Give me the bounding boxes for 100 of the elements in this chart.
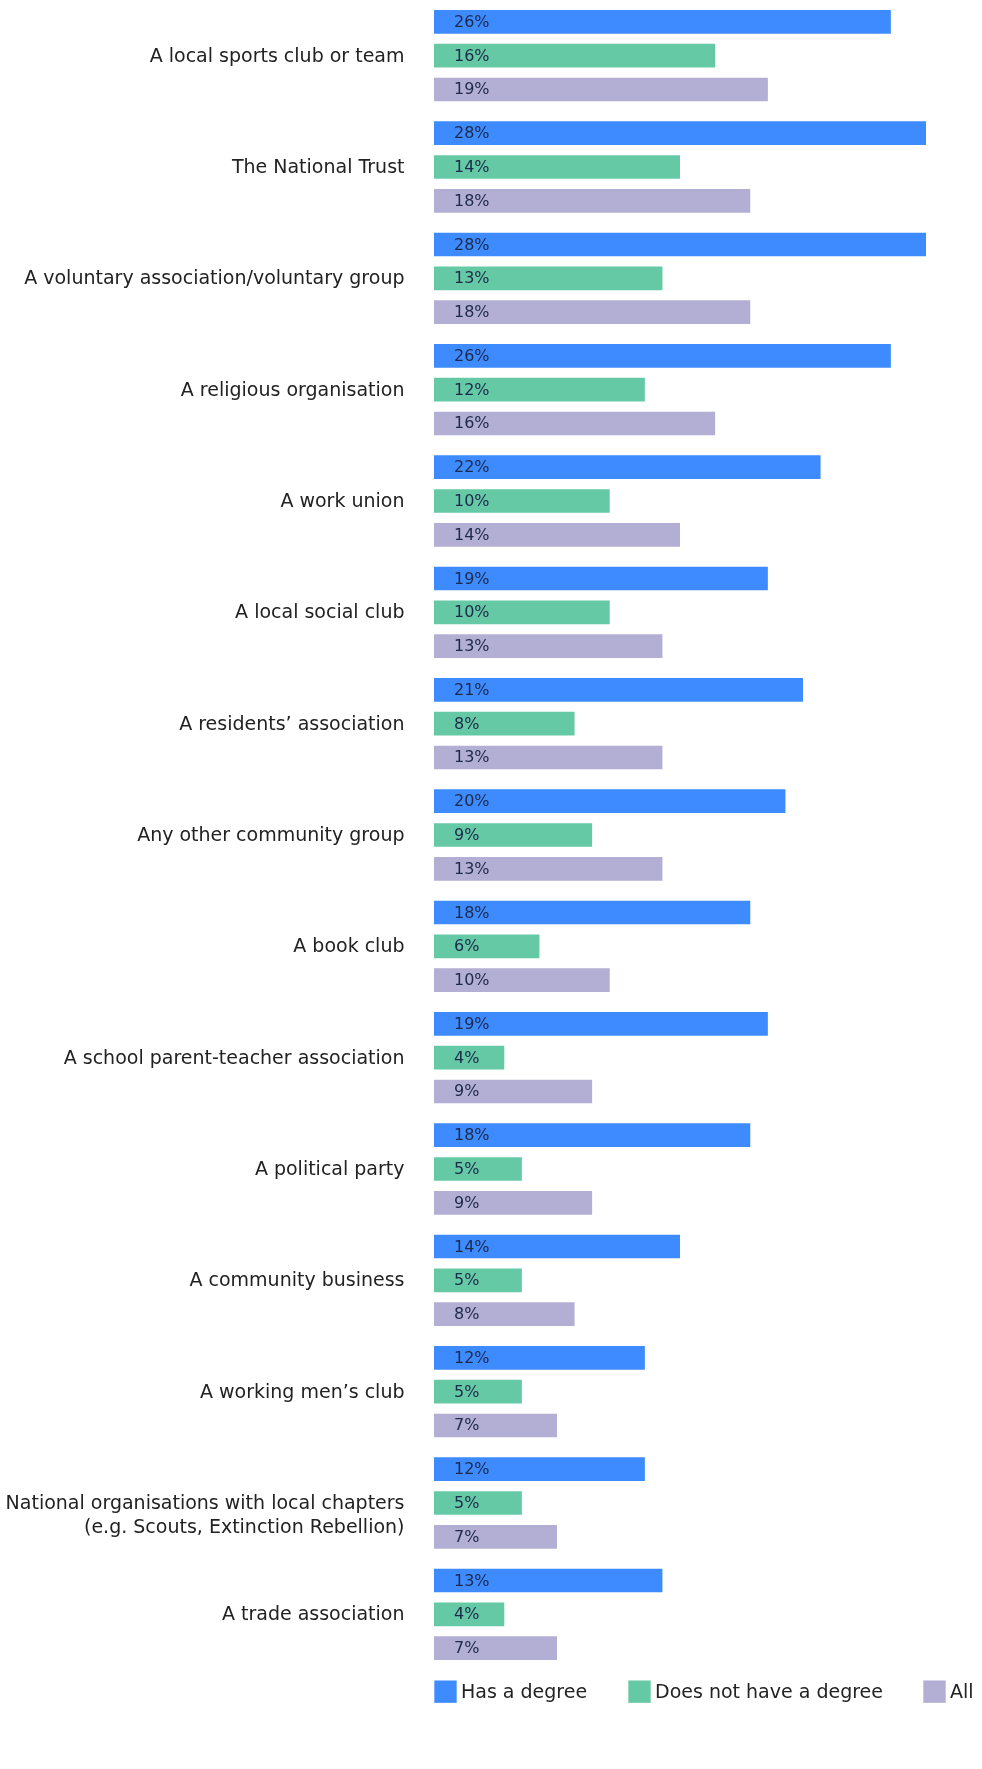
data-label: 12% (454, 379, 490, 399)
data-label: 12% (454, 1347, 490, 1367)
bar (434, 678, 803, 702)
data-label: 14% (454, 524, 490, 544)
bar (434, 1413, 557, 1438)
data-label: 7% (454, 1526, 480, 1546)
bar (434, 934, 540, 959)
bar (434, 344, 891, 368)
bar (434, 968, 610, 992)
y-tick-label: A political party (254, 1157, 405, 1180)
y-tick-label: A school parent-teacher association (63, 1045, 405, 1068)
data-label: 10% (454, 970, 490, 990)
y-tick-label: A working men’s club (200, 1379, 405, 1402)
y-tick-label: A local sports club or team (149, 43, 405, 66)
data-label: 14% (454, 1236, 490, 1256)
data-label: 16% (454, 45, 490, 65)
data-label: 26% (454, 11, 490, 31)
data-label: 9% (454, 1081, 480, 1101)
bar (434, 634, 663, 658)
bar (434, 1268, 522, 1293)
data-label: 13% (454, 636, 490, 656)
bar (434, 1568, 663, 1593)
data-label: 18% (454, 1125, 490, 1145)
bar (434, 121, 926, 146)
bar (434, 1457, 645, 1482)
bar (434, 1524, 557, 1549)
data-label: 5% (454, 1270, 480, 1290)
data-label: 13% (454, 747, 490, 767)
y-tick-label: National organisations with local chapters (e.g. Scouts, Extinction Rebellion) (5, 1491, 405, 1538)
data-label: 28% (454, 123, 490, 143)
data-label: 5% (454, 1493, 480, 1513)
data-label: 5% (454, 1159, 480, 1179)
data-label: 8% (454, 713, 480, 733)
bar (434, 1190, 593, 1215)
bar (434, 266, 663, 291)
bar (434, 711, 575, 736)
y-tick-label: A religious organisation (180, 377, 405, 400)
bar (434, 1234, 680, 1259)
y-tick-label: A community business (189, 1268, 405, 1291)
data-label: 6% (454, 936, 480, 956)
bar (434, 1346, 645, 1370)
y-tick-label: A trade association (221, 1602, 405, 1625)
bar (434, 77, 768, 102)
bar (434, 10, 891, 34)
bar (434, 823, 593, 847)
bar (434, 232, 926, 257)
data-label: 12% (454, 1459, 490, 1479)
data-label: 13% (454, 1570, 490, 1590)
bar (434, 900, 751, 925)
data-label: 5% (454, 1381, 480, 1401)
bar (434, 43, 716, 68)
data-label: 19% (454, 1013, 490, 1033)
data-label: 10% (454, 490, 490, 510)
data-label: 7% (454, 1415, 480, 1435)
bar (434, 789, 786, 814)
y-tick-label: A book club (293, 934, 405, 957)
bar (434, 188, 751, 213)
bar (434, 1079, 593, 1104)
legend-label: Has a degree (461, 1679, 588, 1702)
bar (434, 566, 768, 591)
data-label: 18% (454, 190, 490, 210)
data-label: 14% (454, 156, 490, 176)
bar (434, 300, 751, 324)
data-label: 18% (454, 902, 490, 922)
bar (434, 377, 645, 402)
data-label: 26% (454, 345, 490, 365)
y-tick-label: A residents’ association (179, 711, 405, 734)
bar (434, 1491, 522, 1515)
bar (434, 1045, 505, 1070)
y-tick-label: A work union (280, 488, 405, 511)
data-label: 13% (454, 858, 490, 878)
bar (434, 522, 680, 547)
bar (434, 455, 821, 480)
data-label: 21% (454, 679, 490, 699)
y-tick-label: The National Trust (230, 154, 405, 177)
bar (434, 1302, 575, 1326)
data-label: 19% (454, 79, 490, 99)
data-label: 20% (454, 791, 490, 811)
bar (434, 489, 610, 513)
bar (434, 411, 716, 436)
legend-label: Does not have a degree (655, 1679, 883, 1702)
data-label: 13% (454, 268, 490, 288)
data-label: 4% (454, 1604, 480, 1624)
bar (434, 1636, 557, 1660)
data-label: 16% (454, 413, 490, 433)
data-label: 9% (454, 825, 480, 844)
y-tick-label: A voluntary association/voluntary group (24, 266, 405, 289)
bar (434, 1012, 768, 1036)
bar (434, 1123, 751, 1148)
data-label: 7% (454, 1638, 480, 1658)
bar (434, 1379, 522, 1404)
legend-label: All (950, 1679, 974, 1702)
y-tick-label: Any other community group (137, 823, 405, 845)
data-label: 9% (454, 1192, 480, 1212)
bar (434, 1157, 522, 1181)
data-label: 28% (454, 234, 490, 254)
data-label: 19% (454, 568, 490, 588)
data-label: 8% (454, 1304, 480, 1324)
bar (434, 155, 680, 179)
bar (434, 600, 610, 625)
